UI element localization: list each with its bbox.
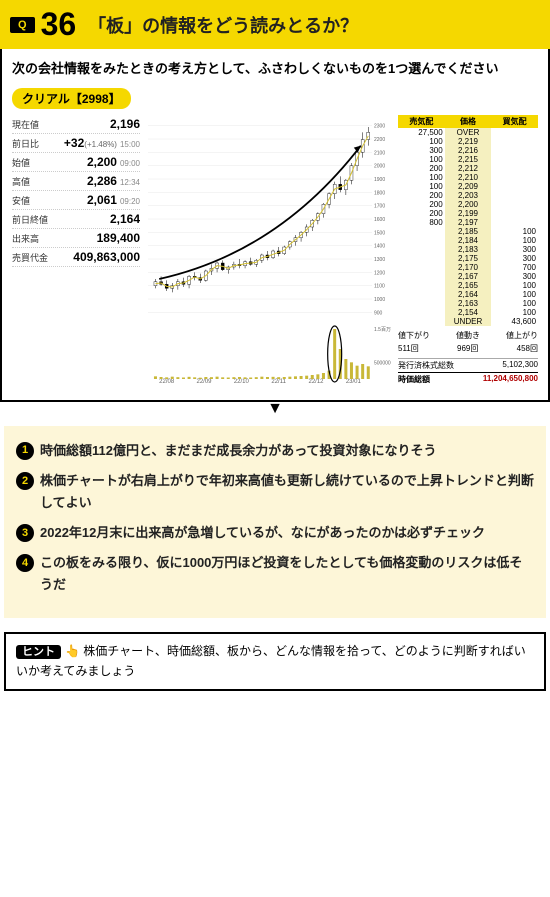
ob-sell-row: 1002,219 (398, 137, 538, 146)
triangle-pointer: ▼ (0, 400, 550, 418)
ob-foot-down-val: 511回 (398, 343, 419, 354)
mcap-label: 時価総額 (398, 374, 430, 385)
ob-head-sell: 売気配 (398, 115, 445, 128)
ob-sell-row: 1002,210 (398, 173, 538, 182)
ob-buy-row: 2,183300 (398, 245, 538, 254)
title-bar: Q 36 「板」の情報をどう読みとるか？ (0, 0, 550, 49)
ob-head-buy: 買気配 (491, 115, 538, 128)
ob-buy-row: 2,184100 (398, 236, 538, 245)
svg-text:1900: 1900 (374, 177, 385, 183)
question-prompt: 次の会社情報をみたときの考え方として、ふさわしくないものを1つ選んでください (12, 59, 538, 80)
ob-buy-row: 2,175300 (398, 254, 538, 263)
shares-label: 発行済株式総数 (398, 360, 454, 371)
option-text: この板をみる限り、仮に1000万円ほど投資をしたとしても価格変動のリスクは低そう… (40, 552, 534, 596)
main-content: 次の会社情報をみたときの考え方として、ふさわしくないものを1つ選んでください ク… (0, 49, 550, 402)
stat-row: 安値2,06109:20 (12, 191, 140, 210)
option-item: 3 2022年12月末に出来高が急増しているが、なにがあったのかは必ずチェック (16, 522, 534, 544)
svg-text:22/08: 22/08 (159, 379, 175, 385)
ob-sell-row: 2002,212 (398, 164, 538, 173)
ob-buy-row: 2,185100 (398, 227, 538, 236)
option-number: 4 (16, 554, 34, 572)
ob-sell-row: 1002,215 (398, 155, 538, 164)
stat-row: 始値2,20009:00 (12, 153, 140, 172)
svg-text:1700: 1700 (374, 203, 385, 209)
price-stats: 現在値2,196前日比+32(+1.48%)15:00始値2,20009:00高… (12, 115, 140, 390)
ob-sell-row: 27,500OVER (398, 128, 538, 137)
hint-badge: ヒント (16, 645, 61, 659)
option-text: 株価チャートが右肩上がりで年初来高値も更新し続けているので上昇トレンドと判断して… (40, 470, 534, 514)
stat-row: 出来高189,400 (12, 229, 140, 248)
svg-text:900: 900 (374, 310, 383, 316)
q-label: Q (10, 17, 35, 33)
q-title: 「板」の情報をどう読みとるか？ (88, 12, 358, 38)
ticker-badge: クリアル【2998】 (12, 88, 131, 109)
stat-row: 前日比+32(+1.48%)15:00 (12, 134, 140, 153)
stat-row: 売買代金409,863,000 (12, 248, 140, 267)
stat-row: 高値2,28612:34 (12, 172, 140, 191)
svg-text:1000: 1000 (374, 297, 385, 303)
option-item: 2 株価チャートが右肩上がりで年初来高値も更新し続けているので上昇トレンドと判断し… (16, 470, 534, 514)
svg-text:1800: 1800 (374, 190, 385, 196)
mcap-value: 11,204,650,800 (483, 374, 538, 385)
option-item: 4 この板をみる限り、仮に1000万円ほど投資をしたとしても価格変動のリスクは低そ… (16, 552, 534, 596)
hint-box: ヒント 👆 株価チャート、時価総額、板から、どんな情報を拾って、どのように判断すれ… (4, 632, 546, 691)
svg-text:22/10: 22/10 (234, 379, 250, 385)
ob-foot-down-label: 値下がり (398, 330, 430, 341)
svg-text:2000: 2000 (374, 163, 385, 169)
price-chart: 900 1000 1100 1200 1300 1400 1500 1600 1700 1800 1… (144, 115, 394, 390)
svg-text:1400: 1400 (374, 243, 385, 249)
pointer-icon: 👆 (65, 642, 80, 661)
svg-text:22/11: 22/11 (271, 379, 286, 385)
order-book: 売気配 価格 買気配 27,500OVER1002,2193002,216100… (398, 115, 538, 390)
svg-text:1600: 1600 (374, 217, 385, 223)
option-text: 時価総額112億円と、まだまだ成長余力があって投資対象になりそう (40, 440, 437, 462)
ob-buy-row: UNDER43,600 (398, 317, 538, 326)
hint-text: 株価チャート、時価総額、板から、どんな情報を拾って、どのように判断すればいいか考… (16, 644, 526, 678)
answer-options: 1 時価総額112億円と、まだまだ成長余力があって投資対象になりそう 2 株価チャート… (4, 426, 546, 619)
ob-sell-row: 2002,199 (398, 209, 538, 218)
q-number: 36 (41, 6, 77, 43)
ob-buy-row: 2,154100 (398, 308, 538, 317)
svg-text:1.5百万: 1.5百万 (374, 327, 391, 333)
svg-text:1300: 1300 (374, 257, 385, 263)
svg-text:500000: 500000 (374, 360, 391, 366)
ob-buy-row: 2,170700 (398, 263, 538, 272)
ob-foot-up-label: 値上がり (506, 330, 538, 341)
ob-head-price: 価格 (445, 115, 492, 128)
svg-text:23/01: 23/01 (346, 379, 362, 385)
ob-sell-row: 1002,209 (398, 182, 538, 191)
svg-text:1100: 1100 (374, 283, 385, 289)
option-text: 2022年12月末に出来高が急増しているが、なにがあったのかは必ずチェック (40, 522, 485, 544)
option-number: 1 (16, 442, 34, 460)
ob-buy-row: 2,167300 (398, 272, 538, 281)
svg-text:22/09: 22/09 (196, 379, 212, 385)
svg-text:2100: 2100 (374, 150, 385, 156)
option-number: 2 (16, 472, 34, 490)
ob-sell-row: 8002,197 (398, 218, 538, 227)
ob-sell-row: 3002,216 (398, 146, 538, 155)
ob-foot-move-label: 値動き (456, 330, 480, 341)
stat-row: 前日終値2,164 (12, 210, 140, 229)
svg-text:2200: 2200 (374, 137, 385, 143)
ob-foot-up-val: 458回 (517, 343, 538, 354)
svg-text:1500: 1500 (374, 230, 385, 236)
shares-value: 5,102,300 (502, 360, 538, 371)
option-item: 1 時価総額112億円と、まだまだ成長余力があって投資対象になりそう (16, 440, 534, 462)
ob-sell-row: 2002,203 (398, 191, 538, 200)
ob-buy-row: 2,164100 (398, 290, 538, 299)
ob-buy-row: 2,163100 (398, 299, 538, 308)
ob-foot-move-val: 969回 (457, 343, 478, 354)
svg-text:22/12: 22/12 (308, 379, 324, 385)
option-number: 3 (16, 524, 34, 542)
svg-text:2300: 2300 (374, 123, 385, 129)
ob-sell-row: 2002,200 (398, 200, 538, 209)
ob-buy-row: 2,165100 (398, 281, 538, 290)
stat-row: 現在値2,196 (12, 115, 140, 134)
svg-text:1200: 1200 (374, 270, 385, 276)
